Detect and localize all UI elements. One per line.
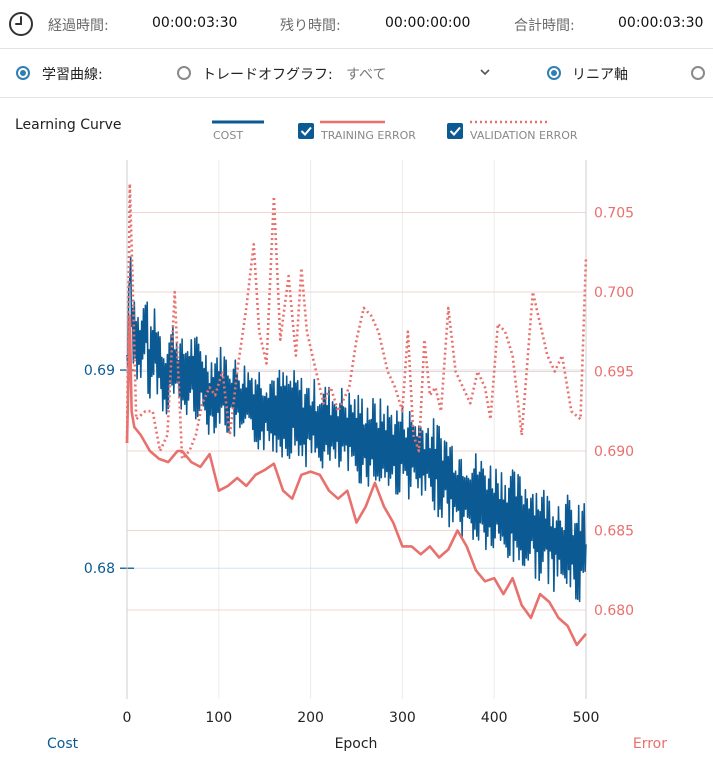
y-right-axis-title: Error (633, 736, 667, 752)
y-left-tick-label: 0.69 (84, 363, 115, 379)
legend-item-cost[interactable]: COST (212, 120, 264, 142)
x-tick-label: 0 (123, 710, 132, 726)
y-left-axis-title: Cost (47, 736, 79, 752)
chart-legend: COST TRAINING ERROR VALIDATION ERROR (212, 120, 578, 142)
y-right-tick-label: 0.705 (594, 205, 634, 221)
series-line-validation-error (125, 182, 588, 461)
y-right-tick-label: 0.695 (594, 364, 634, 380)
linear-axis-radio-label: リニア軸 (572, 67, 628, 83)
tradeoff-graph-radio[interactable] (177, 66, 191, 80)
validation-error-checkbox[interactable] (447, 123, 463, 139)
linear-axis-radio[interactable] (547, 66, 561, 80)
y-left-tick-label: 0.68 (84, 561, 115, 577)
legend-item-training-error[interactable]: TRAINING ERROR (298, 120, 416, 142)
time-status-bar: 経過時間: 00:00:03:30 残り時間: 00:00:00:00 合計時間… (0, 0, 713, 49)
legend-cost-label: COST (213, 129, 243, 142)
elapsed-time-value: 00:00:03:30 (152, 15, 238, 31)
x-tick-label: 500 (573, 710, 600, 726)
series-line-cost (126, 256, 587, 603)
remaining-time-label: 残り時間: (280, 18, 341, 34)
legend-training-error-label: TRAINING ERROR (320, 129, 416, 142)
clock-icon (9, 12, 33, 36)
y-right-tick-label: 0.680 (594, 603, 634, 619)
x-tick-label: 200 (297, 710, 324, 726)
log-axis-radio[interactable] (691, 66, 705, 80)
series-select[interactable]: すべて (340, 59, 500, 87)
chevron-down-icon (480, 69, 490, 76)
x-tick-label: 100 (205, 710, 232, 726)
x-tick-label: 400 (481, 710, 508, 726)
total-time-label: 合計時間: (514, 18, 575, 34)
y-right-tick-label: 0.690 (594, 444, 634, 460)
legend-item-validation-error[interactable]: VALIDATION ERROR (447, 120, 578, 142)
learning-curve-radio-label: 学習曲線: (42, 67, 103, 83)
checkmark-icon (449, 126, 461, 136)
tradeoff-graph-radio-label: トレードオフグラフ: (202, 67, 333, 83)
x-axis-title: Epoch (335, 736, 378, 752)
remaining-time-value: 00:00:00:00 (385, 15, 471, 31)
series-line-training-error (125, 314, 588, 647)
x-tick-label: 300 (389, 710, 416, 726)
training-error-checkbox[interactable] (298, 123, 314, 139)
learning-curve-radio[interactable] (16, 66, 30, 80)
view-options-bar: 学習曲線: トレードオフグラフ: すべて リニア軸 (0, 49, 713, 98)
chart-title: Learning Curve (15, 117, 122, 133)
checkmark-icon (300, 126, 312, 136)
y-right-tick-label: 0.685 (594, 523, 634, 539)
y-right-tick-label: 0.700 (594, 285, 634, 301)
total-time-value: 00:00:03:30 (618, 15, 704, 31)
learning-curve-chart: Learning Curve COST TRAINING ERROR VALID… (15, 117, 667, 752)
series-select-value: すべて (346, 67, 387, 83)
elapsed-time-label: 経過時間: (48, 18, 109, 34)
legend-validation-error-label: VALIDATION ERROR (470, 129, 578, 142)
